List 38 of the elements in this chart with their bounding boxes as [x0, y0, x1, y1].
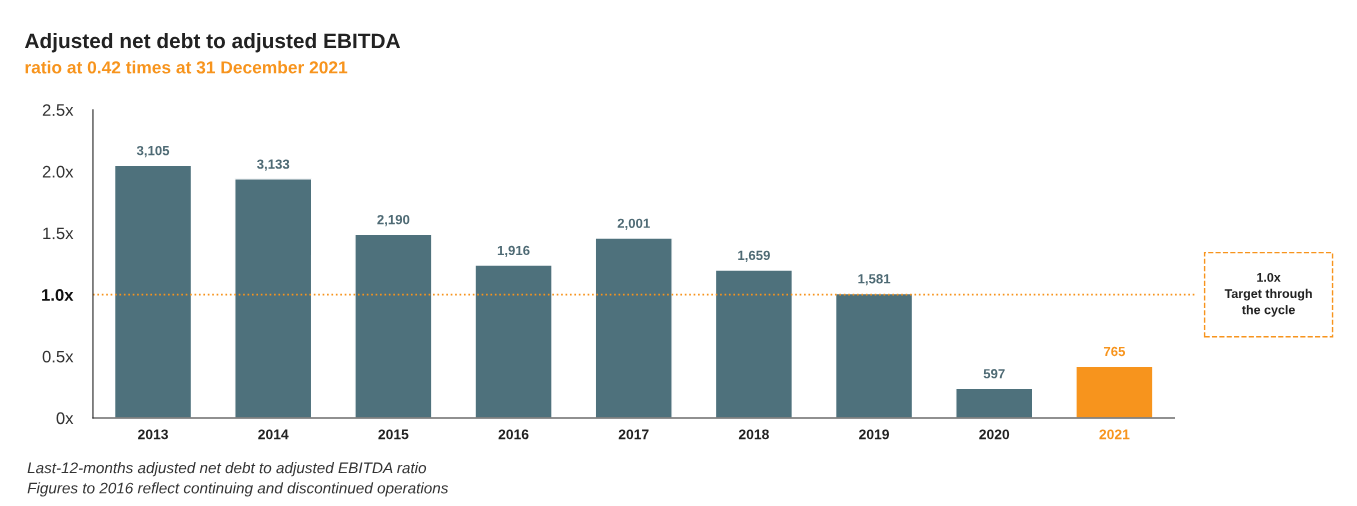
ref-line-label: 1.0x Target through the cycle: [1224, 272, 1312, 317]
annotation: 3,105: [136, 145, 170, 158]
bar: [354, 233, 433, 418]
x-tick-label: 2016: [498, 429, 529, 440]
x-tick-label: 2020: [979, 429, 1010, 440]
bar: [834, 292, 914, 418]
x-tick-label: 2014: [258, 429, 289, 440]
bar: [955, 387, 1034, 418]
x-tick-label: 2013: [138, 429, 168, 440]
bar: [234, 178, 313, 418]
bar: [594, 237, 673, 418]
annotation: 2,001: [617, 218, 650, 230]
bar: [474, 264, 553, 418]
y-tick-label: 1.5x: [43, 227, 74, 240]
annotation: 1,581: [858, 274, 891, 286]
annotation: 597: [983, 369, 1005, 379]
x-tick-label: 2021: [1099, 429, 1130, 440]
x-tick-label: 2018: [738, 429, 769, 440]
y-tick-label: 2.0x: [42, 165, 74, 178]
chart-subtitle: ratio at 0.42 times at 31 December 2021: [25, 60, 348, 74]
annotation: 1,916: [497, 245, 530, 258]
annotation: 765: [1103, 346, 1126, 357]
x-tick-label: 2017: [618, 429, 649, 440]
bar: [714, 269, 794, 418]
annotation: 3,133: [257, 159, 290, 171]
y-tick-label: 2.5x: [42, 104, 74, 117]
text: Last-12-months adjusted net debt to adjusted EBITDA ratio: [27, 462, 427, 477]
x-tick-label: 2015: [378, 429, 409, 440]
annotation: 2,190: [377, 214, 410, 227]
bar: [113, 164, 193, 418]
chart-title: Adjusted net debt to adjusted EBITDA: [24, 32, 401, 53]
y-tick-label: 0x: [56, 412, 74, 425]
text: Figures to 2016 reflect continuing and discontinued operations: [27, 482, 449, 497]
bar: [1075, 365, 1154, 418]
annotation: 1,659: [738, 250, 770, 262]
x-tick-label: 2019: [859, 429, 889, 440]
y-tick-label: 1.0x: [42, 289, 74, 301]
y-tick-label: 0.5x: [42, 350, 74, 363]
